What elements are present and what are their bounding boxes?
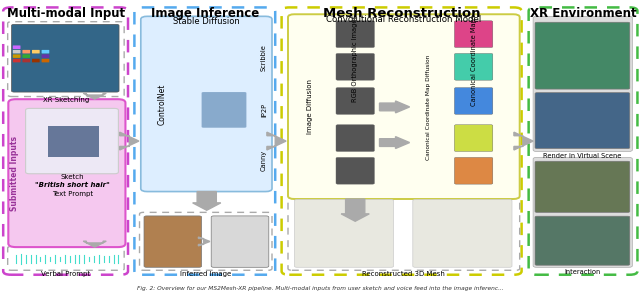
Text: Stable Diffusion: Stable Diffusion <box>173 17 240 26</box>
Polygon shape <box>380 137 410 148</box>
Text: Inferred Image: Inferred Image <box>180 271 232 277</box>
Polygon shape <box>198 237 210 246</box>
FancyBboxPatch shape <box>189 34 256 80</box>
FancyBboxPatch shape <box>32 59 40 62</box>
Text: Mesh Reconstruction: Mesh Reconstruction <box>323 7 481 20</box>
FancyBboxPatch shape <box>336 21 374 48</box>
Text: Interaction: Interaction <box>564 269 600 275</box>
FancyBboxPatch shape <box>42 59 49 62</box>
FancyBboxPatch shape <box>145 27 180 183</box>
FancyBboxPatch shape <box>211 216 269 267</box>
FancyBboxPatch shape <box>32 50 40 53</box>
FancyBboxPatch shape <box>336 157 374 184</box>
FancyBboxPatch shape <box>535 161 630 212</box>
Text: Canonical Coordinate Map Diffusion: Canonical Coordinate Map Diffusion <box>426 54 431 159</box>
FancyBboxPatch shape <box>189 86 256 132</box>
FancyBboxPatch shape <box>529 7 637 275</box>
Polygon shape <box>514 132 533 150</box>
FancyBboxPatch shape <box>336 53 374 80</box>
Polygon shape <box>83 93 106 99</box>
Text: Canonical Coordinate Maps: Canonical Coordinate Maps <box>470 15 477 106</box>
Polygon shape <box>193 192 221 210</box>
FancyBboxPatch shape <box>412 23 447 191</box>
FancyBboxPatch shape <box>293 23 328 191</box>
FancyBboxPatch shape <box>336 125 374 151</box>
Text: Fig. 2: Overview for our MS2Mesh-XR pipeline. Multi-modal inputs from user sketc: Fig. 2: Overview for our MS2Mesh-XR pipe… <box>136 286 504 291</box>
FancyBboxPatch shape <box>282 7 522 275</box>
FancyBboxPatch shape <box>13 50 20 53</box>
FancyBboxPatch shape <box>294 200 394 267</box>
Text: Verbal Prompt: Verbal Prompt <box>42 271 90 277</box>
FancyBboxPatch shape <box>22 50 30 53</box>
Text: Reconstructed 3D Mesh: Reconstructed 3D Mesh <box>362 271 445 277</box>
FancyBboxPatch shape <box>533 157 632 267</box>
Text: XR Environment: XR Environment <box>530 7 636 20</box>
FancyBboxPatch shape <box>22 54 30 58</box>
FancyBboxPatch shape <box>454 125 493 151</box>
FancyBboxPatch shape <box>288 14 520 199</box>
FancyBboxPatch shape <box>454 88 493 114</box>
Text: Multi-modal Input: Multi-modal Input <box>6 7 125 20</box>
FancyBboxPatch shape <box>454 53 493 80</box>
FancyBboxPatch shape <box>13 45 20 49</box>
FancyBboxPatch shape <box>140 212 272 270</box>
Text: Render in Virtual Scene: Render in Virtual Scene <box>543 153 621 159</box>
Text: Scribble: Scribble <box>261 45 267 71</box>
FancyBboxPatch shape <box>189 138 256 181</box>
FancyBboxPatch shape <box>454 157 493 184</box>
Text: Convolutional Reconstruction Model: Convolutional Reconstruction Model <box>326 15 481 24</box>
Polygon shape <box>120 132 139 150</box>
FancyBboxPatch shape <box>12 24 119 92</box>
FancyBboxPatch shape <box>3 7 128 275</box>
FancyBboxPatch shape <box>42 54 49 58</box>
FancyBboxPatch shape <box>413 200 512 267</box>
Text: Submitted Inputs: Submitted Inputs <box>10 136 19 211</box>
Text: Image Inference: Image Inference <box>150 7 259 20</box>
FancyBboxPatch shape <box>288 196 520 270</box>
FancyBboxPatch shape <box>26 108 118 174</box>
FancyBboxPatch shape <box>454 21 493 48</box>
Text: Text Prompt: Text Prompt <box>52 191 93 197</box>
Text: "British short hair": "British short hair" <box>35 182 109 188</box>
FancyBboxPatch shape <box>202 92 246 128</box>
FancyBboxPatch shape <box>144 216 202 267</box>
Text: Image Diffusion: Image Diffusion <box>307 79 314 135</box>
Text: ControlNet: ControlNet <box>158 84 167 125</box>
FancyBboxPatch shape <box>42 50 49 53</box>
FancyBboxPatch shape <box>22 59 30 62</box>
FancyBboxPatch shape <box>141 16 272 192</box>
FancyBboxPatch shape <box>8 247 124 270</box>
FancyBboxPatch shape <box>8 22 124 97</box>
Polygon shape <box>83 241 106 247</box>
FancyBboxPatch shape <box>13 54 20 58</box>
Text: Canny: Canny <box>261 150 267 171</box>
FancyBboxPatch shape <box>32 54 40 58</box>
FancyBboxPatch shape <box>336 88 374 114</box>
Polygon shape <box>48 126 99 157</box>
FancyBboxPatch shape <box>8 99 125 247</box>
Text: XR Sketching: XR Sketching <box>43 97 89 103</box>
FancyBboxPatch shape <box>535 216 630 265</box>
FancyBboxPatch shape <box>533 16 632 151</box>
Text: IP2P: IP2P <box>261 103 267 117</box>
FancyBboxPatch shape <box>535 93 630 148</box>
Text: Sketch: Sketch <box>61 174 84 180</box>
Text: RGB Orthographic Images: RGB Orthographic Images <box>352 15 358 102</box>
Polygon shape <box>380 101 410 113</box>
Polygon shape <box>341 199 369 221</box>
FancyBboxPatch shape <box>134 7 275 275</box>
FancyBboxPatch shape <box>13 59 20 62</box>
FancyBboxPatch shape <box>535 22 630 89</box>
Polygon shape <box>267 132 286 150</box>
